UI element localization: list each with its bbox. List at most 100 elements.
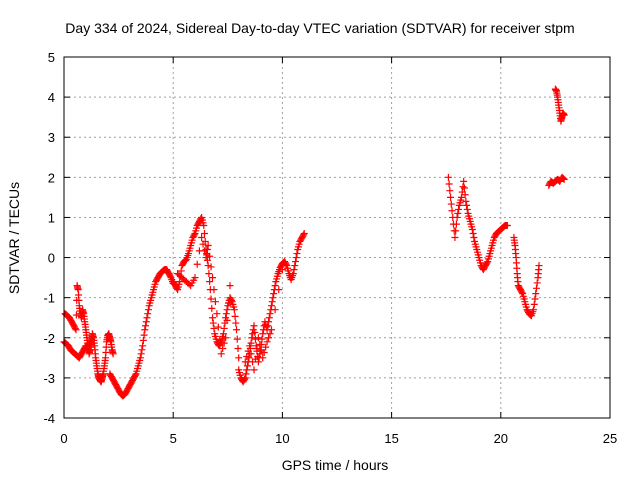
data-point	[533, 279, 541, 287]
data-point	[177, 267, 185, 275]
data-point	[138, 346, 146, 354]
data-point	[483, 259, 491, 267]
data-point	[254, 334, 262, 342]
data-point	[216, 336, 224, 344]
data-point	[447, 200, 455, 208]
data-point	[72, 326, 80, 334]
data-point	[271, 282, 279, 290]
data-point	[463, 201, 471, 209]
data-point	[264, 322, 272, 330]
grid-lines	[64, 57, 610, 418]
data-point	[460, 184, 468, 192]
data-point	[143, 314, 151, 322]
data-point	[219, 330, 227, 338]
data-point	[446, 187, 454, 195]
data-point	[233, 335, 241, 343]
x-tick-labels: 0 5 10 15 20 25	[60, 431, 617, 446]
x-tick-label: 20	[494, 431, 508, 446]
data-point	[256, 340, 264, 348]
data-point	[531, 295, 539, 303]
data-point	[139, 336, 147, 344]
y-tick-label: 3	[48, 130, 55, 145]
data-point	[251, 328, 259, 336]
data-point	[206, 252, 214, 260]
data-point	[452, 227, 460, 235]
data-point	[208, 304, 216, 312]
data-point	[447, 193, 455, 201]
data-point	[207, 263, 215, 271]
data-point	[253, 344, 261, 352]
data-point	[535, 262, 543, 270]
data-point	[142, 322, 150, 330]
data-point	[231, 312, 239, 320]
data-point	[214, 323, 222, 331]
data-point	[201, 229, 209, 237]
y-tick-label: -4	[43, 411, 55, 426]
data-point	[265, 314, 273, 322]
data-point	[220, 324, 228, 332]
data-point	[209, 314, 217, 322]
x-tick-label: 5	[170, 431, 177, 446]
data-point	[259, 354, 267, 362]
data-point	[262, 343, 270, 351]
data-point	[246, 342, 254, 350]
data-point	[241, 374, 249, 382]
plot-frame	[63, 56, 611, 419]
data-point	[142, 318, 150, 326]
data-point	[265, 318, 273, 326]
data-point	[469, 229, 477, 237]
data-point	[293, 250, 301, 258]
data-point	[204, 242, 212, 250]
y-tick-labels: -4 -3 -2 -1 0 1 2 3 4 5	[43, 50, 55, 426]
data-point	[292, 254, 300, 262]
data-point	[225, 299, 233, 307]
data-point	[460, 177, 468, 185]
data-point	[206, 278, 214, 286]
data-point	[444, 173, 452, 181]
data-point	[141, 326, 149, 334]
data-point	[560, 111, 568, 119]
data-point	[197, 215, 205, 223]
data-point	[282, 260, 290, 268]
data-point	[468, 225, 476, 233]
data-point	[289, 270, 297, 278]
data-point	[300, 231, 308, 239]
data-point	[144, 310, 152, 318]
data-point	[470, 234, 478, 241]
data-point	[453, 213, 461, 221]
data-point	[176, 278, 184, 286]
data-point	[226, 282, 234, 290]
y-tick-label: 0	[48, 251, 55, 266]
data-point	[445, 180, 453, 188]
data-point	[260, 348, 268, 356]
x-tick-label: 25	[603, 431, 617, 446]
data-point	[209, 319, 217, 327]
data-point	[290, 266, 298, 274]
y-tick-label: -3	[43, 371, 55, 386]
data-point	[503, 221, 511, 229]
data-point	[461, 191, 469, 199]
data-point	[532, 284, 540, 292]
y-tick-label: 4	[48, 90, 55, 105]
y-tick-label: 2	[48, 170, 55, 185]
data-point	[230, 306, 238, 314]
data-point	[267, 326, 275, 334]
data-point	[532, 290, 540, 298]
data-point	[241, 358, 249, 366]
data-point	[235, 354, 243, 362]
data-point	[271, 306, 279, 314]
data-point	[270, 290, 278, 298]
data-point	[559, 174, 567, 182]
data-point	[210, 324, 218, 332]
chart-title: Day 334 of 2024, Sidereal Day-to-day VTE…	[65, 20, 574, 36]
data-point	[530, 306, 538, 314]
y-tick-label: 1	[48, 210, 55, 225]
data-point	[518, 288, 526, 296]
data-point	[200, 221, 208, 229]
data-point	[247, 350, 255, 358]
data-point	[268, 298, 276, 306]
data-point	[462, 197, 470, 205]
data-point	[203, 246, 211, 254]
data-point	[219, 344, 227, 352]
